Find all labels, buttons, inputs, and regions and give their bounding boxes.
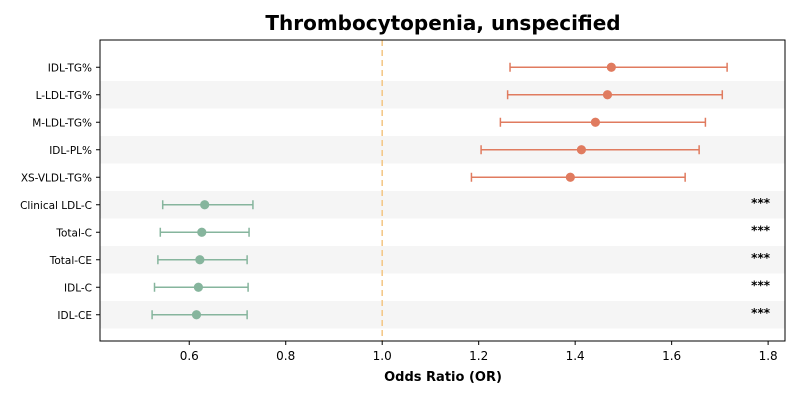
point-estimate xyxy=(602,90,613,100)
y-tick-label: Total-CE xyxy=(49,255,92,267)
x-axis-label: Odds Ratio (OR) xyxy=(384,370,502,385)
x-tick-label: 0.8 xyxy=(276,349,295,363)
chart-title: Thrombocytopenia, unspecified xyxy=(265,11,620,35)
significance-label: *** xyxy=(751,278,771,292)
data-marks: *** *** *** *** *** xyxy=(151,62,771,320)
y-tick-label: XS-VLDL-TG% xyxy=(21,172,92,184)
point-estimate xyxy=(606,62,616,72)
y-tick-label: M-LDL-TG% xyxy=(32,117,92,129)
significance-label: *** xyxy=(751,196,771,210)
point-estimate xyxy=(200,200,210,210)
y-tick-label: IDL-CE xyxy=(57,310,92,322)
x-tick-label: 1.4 xyxy=(566,349,585,363)
point-estimate xyxy=(195,255,205,265)
y-tick-label: L-LDL-TG% xyxy=(36,90,92,102)
significance-label: *** xyxy=(751,223,771,237)
point-estimate xyxy=(193,282,204,292)
x-tick-label: 1.8 xyxy=(759,349,778,363)
x-axis: 0.6 0.8 1.0 1.2 1.4 1.6 1.8 xyxy=(180,341,778,363)
x-tick-label: 1.0 xyxy=(373,349,392,363)
significance-label: *** xyxy=(751,251,771,265)
plot-frame xyxy=(99,39,786,342)
x-tick-label: 0.6 xyxy=(180,349,199,363)
significance-label: *** xyxy=(751,306,771,320)
x-tick-label: 1.2 xyxy=(469,349,488,363)
point-estimate xyxy=(197,227,207,237)
y-tick-label: IDL-TG% xyxy=(48,62,92,74)
y-tick-label: IDL-C xyxy=(64,282,92,294)
y-axis: IDL-TG% L-LDL-TG% M-LDL-TG% IDL-PL% XS-VLDL-… xyxy=(20,62,100,322)
x-tick-label: 1.6 xyxy=(662,349,681,363)
point-estimate xyxy=(191,310,202,320)
y-tick-label: Total-C xyxy=(55,227,92,239)
point-estimate xyxy=(576,145,587,155)
point-estimate xyxy=(590,117,601,127)
point-estimate xyxy=(565,172,575,182)
y-tick-label: Clinical LDL-C xyxy=(20,200,92,212)
y-tick-label: IDL-PL% xyxy=(49,145,92,157)
